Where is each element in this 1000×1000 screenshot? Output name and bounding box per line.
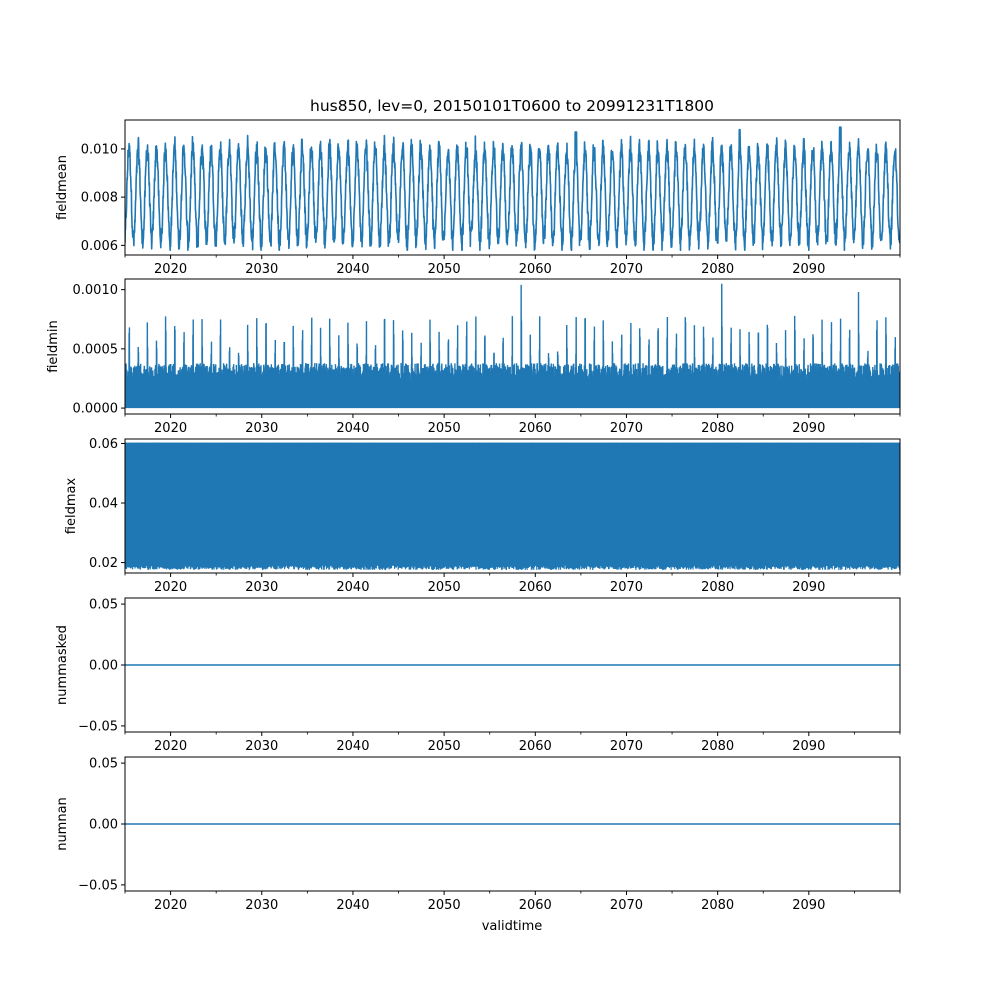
numnan-xtick-label: 2020 — [154, 898, 187, 913]
fieldmax-axes-frame — [124, 438, 901, 574]
nummasked-xtick-label: 2090 — [792, 739, 825, 754]
fieldmax-series — [125, 442, 900, 571]
fieldmean-xtick-label: 2070 — [610, 262, 643, 277]
nummasked-ytick-label: 0.00 — [89, 659, 118, 674]
fieldmax-xtick-label: 2060 — [519, 580, 552, 595]
fieldmax-y-axis-label: fieldmax — [64, 478, 79, 535]
fieldmean-xtick-label: 2050 — [428, 262, 461, 277]
nummasked-xtick-label: 2050 — [428, 739, 461, 754]
fieldmax-xtick-label: 2050 — [428, 580, 461, 595]
numnan-xtick-label: 2030 — [245, 898, 278, 913]
fieldmax-xtick-label: 2040 — [336, 580, 369, 595]
fieldmean-ytick-label: 0.010 — [81, 142, 118, 157]
fieldmin-xtick-label: 2050 — [428, 421, 461, 436]
fieldmean-y-axis-label: fieldmean — [55, 155, 70, 220]
fieldmin-ytick-label: 0.0005 — [73, 342, 119, 357]
subplots: 0.006 0.008 0.010 fieldmean 2020 2030 2040 2050… — [46, 119, 901, 913]
numnan-xtick-label: 2090 — [792, 898, 825, 913]
numnan-xtick-label: 2070 — [610, 898, 643, 913]
subplot-nummasked: −0.05 0.00 0.05 nummasked 2020 2030 2040 2050 20… — [55, 597, 901, 754]
fieldmean-xtick-label: 2060 — [519, 262, 552, 277]
chart-title: hus850, lev=0, 20150101T0600 to 20991231… — [310, 97, 714, 115]
nummasked-ytick-label: −0.05 — [78, 719, 118, 734]
fieldmax-xtick-label: 2030 — [245, 580, 278, 595]
numnan-xtick-label: 2060 — [519, 898, 552, 913]
nummasked-y-axis-label: nummasked — [55, 625, 70, 705]
fieldmean-xtick-label: 2030 — [245, 262, 278, 277]
nummasked-xtick-label: 2070 — [610, 739, 643, 754]
fieldmin-ytick-label: 0.0010 — [73, 283, 119, 298]
fieldmean-xtick-label: 2040 — [336, 262, 369, 277]
numnan-y-axis-label: numnan — [55, 797, 70, 851]
fieldmin-xtick-label: 2090 — [792, 421, 825, 436]
fieldmax-ytick-label: 0.06 — [89, 437, 118, 452]
fieldmax-xtick-label: 2020 — [154, 580, 187, 595]
fieldmax-ytick-label: 0.02 — [89, 556, 118, 571]
fieldmin-y-axis-label: fieldmin — [46, 320, 61, 373]
nummasked-xtick-label: 2020 — [154, 739, 187, 754]
fieldmean-xtick-label: 2020 — [154, 262, 187, 277]
x-axis-label: validtime — [482, 919, 543, 934]
fieldmin-ytick-label: 0.0000 — [73, 402, 119, 417]
fieldmax-xtick-label: 2080 — [701, 580, 734, 595]
fieldmin-xtick-label: 2030 — [245, 421, 278, 436]
nummasked-xtick-label: 2040 — [336, 739, 369, 754]
fieldmean-line — [125, 126, 900, 251]
fieldmin-axes-frame — [124, 278, 901, 415]
fieldmin-xtick-label: 2040 — [336, 421, 369, 436]
fieldmin-xtick-label: 2070 — [610, 421, 643, 436]
nummasked-xtick-label: 2060 — [519, 739, 552, 754]
fieldmean-series — [125, 126, 900, 251]
fieldmax-line — [125, 442, 900, 571]
nummasked-ytick-label: 0.05 — [89, 598, 118, 613]
numnan-xtick-label: 2040 — [336, 898, 369, 913]
numnan-xtick-label: 2050 — [428, 898, 461, 913]
subplot-fieldmean: 0.006 0.008 0.010 fieldmean 2020 2030 2040 2050… — [55, 119, 901, 277]
fieldmax-xtick-label: 2090 — [792, 580, 825, 595]
subplot-fieldmin: 0.0000 0.0005 0.0010 fieldmin 2020 2030 2040 20… — [46, 278, 901, 436]
numnan-ytick-label: 0.00 — [89, 818, 118, 833]
subplot-numnan: −0.05 0.00 0.05 numnan 2020 2030 2040 2050 2060 2… — [55, 756, 901, 913]
nummasked-xtick-label: 2030 — [245, 739, 278, 754]
fieldmean-ytick-label: 0.006 — [81, 239, 118, 254]
fieldmean-axes-frame — [124, 119, 901, 256]
fieldmax-xtick-label: 2070 — [610, 580, 643, 595]
nummasked-xtick-label: 2080 — [701, 739, 734, 754]
fieldmin-line — [125, 283, 900, 409]
fieldmax-ytick-label: 0.04 — [89, 497, 118, 512]
fieldmin-xtick-label: 2060 — [519, 421, 552, 436]
numnan-xtick-label: 2080 — [701, 898, 734, 913]
fieldmin-series — [125, 283, 900, 409]
subplot-fieldmax: 0.02 0.04 0.06 fieldmax 2020 2030 2040 2050 2060… — [64, 437, 901, 595]
fieldmean-xtick-label: 2080 — [701, 262, 734, 277]
numnan-ytick-label: −0.05 — [78, 878, 118, 893]
fieldmin-xtick-label: 2020 — [154, 421, 187, 436]
fieldmean-ytick-label: 0.008 — [81, 191, 118, 206]
numnan-ytick-label: 0.05 — [89, 757, 118, 772]
fieldmin-xtick-label: 2080 — [701, 421, 734, 436]
fieldmean-xtick-label: 2090 — [792, 262, 825, 277]
